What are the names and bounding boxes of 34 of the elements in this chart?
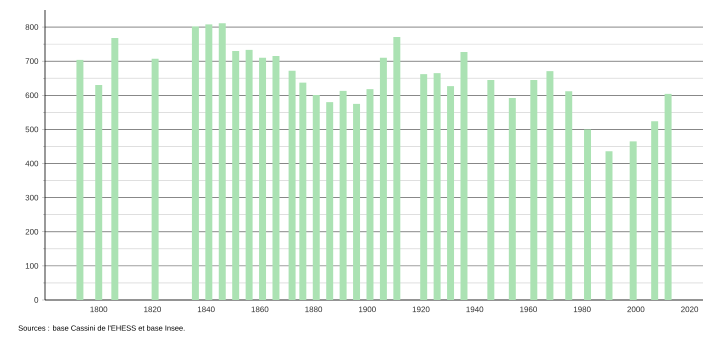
bar bbox=[232, 50, 240, 300]
bar bbox=[95, 85, 102, 300]
bar bbox=[380, 58, 387, 300]
bar bbox=[192, 26, 199, 300]
bar bbox=[205, 24, 212, 300]
bar bbox=[393, 36, 400, 300]
bar bbox=[152, 58, 159, 300]
bar bbox=[664, 94, 672, 300]
bar bbox=[546, 71, 554, 300]
bar bbox=[111, 38, 118, 300]
bar bbox=[530, 80, 538, 300]
bar bbox=[288, 70, 296, 300]
bar bbox=[565, 91, 572, 300]
bar bbox=[76, 60, 84, 300]
bar bbox=[447, 86, 454, 300]
bar bbox=[312, 94, 320, 300]
bar bbox=[434, 73, 441, 300]
bar bbox=[487, 80, 494, 300]
bar bbox=[508, 98, 516, 300]
bar bbox=[340, 90, 347, 300]
bar bbox=[272, 56, 280, 300]
bar bbox=[584, 129, 592, 300]
bar bbox=[218, 23, 226, 300]
bar bbox=[366, 89, 374, 300]
bar bbox=[630, 141, 637, 300]
bar bbox=[420, 74, 428, 300]
bar bbox=[326, 102, 334, 300]
bar bbox=[353, 104, 360, 300]
bar bbox=[460, 52, 468, 300]
bar bbox=[259, 58, 266, 300]
bar bbox=[651, 121, 658, 300]
bar bbox=[246, 50, 253, 300]
bar bbox=[299, 82, 306, 300]
bar bbox=[606, 151, 612, 300]
